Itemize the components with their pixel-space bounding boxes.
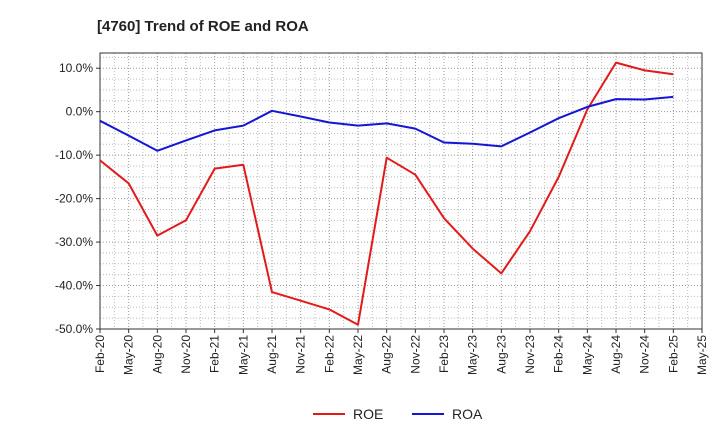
x-tick-label: Feb-24 — [552, 335, 566, 373]
x-tick-label: Aug-24 — [609, 335, 623, 374]
x-tick-label: Feb-23 — [437, 335, 451, 373]
x-tick-label: May-24 — [580, 335, 594, 375]
x-tick-label: Aug-20 — [150, 335, 164, 374]
x-tick-label: May-21 — [236, 335, 250, 375]
x-tick-label: Aug-21 — [265, 335, 279, 374]
y-tick-label: -10.0% — [55, 148, 93, 162]
y-tick-label: -40.0% — [55, 279, 93, 293]
x-tick-label: May-23 — [466, 335, 480, 375]
plot-frame — [99, 52, 703, 330]
x-tick-label: Feb-22 — [322, 335, 336, 373]
y-axis-ticks: 10.0% 0.0% -10.0% -20.0% -30.0% -40.0% -50.0% — [55, 61, 100, 336]
y-tick-label: -30.0% — [55, 235, 93, 249]
x-tick-label: May-22 — [351, 335, 365, 375]
y-tick-label: -20.0% — [55, 192, 93, 206]
series-line-roe — [99, 61, 674, 326]
x-tick-label: Nov-21 — [294, 335, 308, 374]
y-tick-label: 10.0% — [59, 61, 93, 75]
legend-label-roe: ROE — [353, 406, 383, 422]
y-tick-label: -50.0% — [55, 322, 93, 336]
legend-label-roa: ROA — [452, 406, 483, 422]
x-tick-label: Nov-22 — [408, 335, 422, 374]
x-tick-label: May-25 — [695, 335, 709, 375]
x-tick-label: Nov-20 — [179, 335, 193, 374]
x-tick-label: Feb-20 — [93, 335, 107, 373]
grid-lines — [99, 53, 703, 330]
x-tick-label: May-20 — [122, 335, 136, 375]
x-tick-label: Aug-23 — [494, 335, 508, 374]
series-line-roa — [99, 95, 674, 152]
chart-title: [4760] Trend of ROE and ROA — [97, 18, 309, 35]
legend: ROE ROA — [313, 406, 483, 422]
x-tick-label: Aug-22 — [380, 335, 394, 374]
x-axis-ticks: Feb-20 May-20 Aug-20 Nov-20 Feb-21 May-21 Aug-… — [93, 329, 709, 375]
x-tick-label: Nov-23 — [523, 335, 537, 374]
y-tick-label: 0.0% — [66, 105, 94, 119]
x-tick-label: Feb-21 — [208, 335, 222, 373]
series-lines — [99, 61, 674, 326]
x-tick-label: Nov-24 — [638, 335, 652, 374]
x-tick-label: Feb-25 — [666, 335, 680, 373]
